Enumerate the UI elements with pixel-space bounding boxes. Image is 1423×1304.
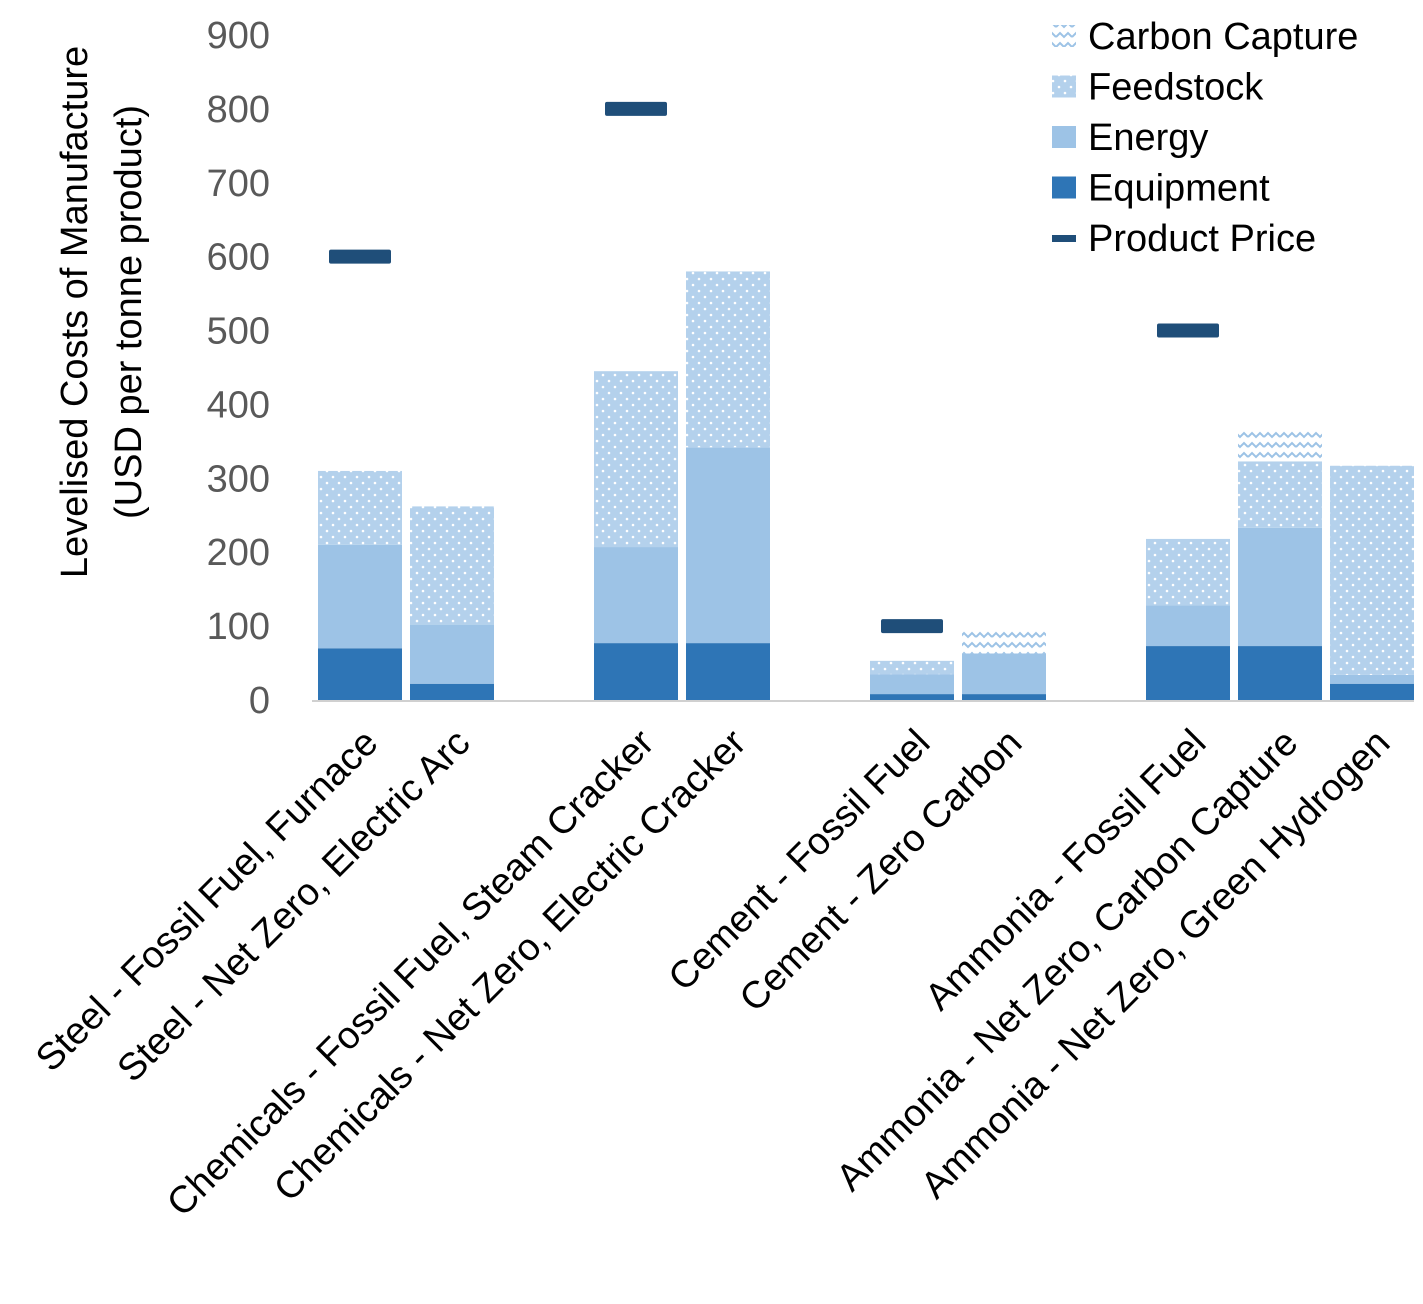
product-price-marker — [1157, 323, 1219, 338]
bar-segment-feedstock — [686, 271, 770, 448]
bar-segment-equipment — [410, 683, 494, 700]
y-axis-ticks: 0 100 200 300 400 500 600 700 800 900 — [207, 15, 270, 722]
bar-segment-equipment — [1330, 683, 1414, 700]
bar-segment-energy — [686, 447, 770, 644]
legend-swatch-energy — [1052, 126, 1076, 148]
legend-swatch-equipment — [1052, 176, 1076, 199]
bar-segment-feedstock — [1238, 461, 1322, 528]
legend-label: Energy — [1088, 117, 1208, 159]
legend: Carbon Capture Feedstock Energy Equipment Pr… — [1052, 16, 1358, 260]
bars — [318, 271, 1414, 700]
bar-segment-energy — [962, 653, 1046, 695]
legend-swatch-product-price — [1052, 235, 1076, 242]
y-tick-label: 800 — [207, 89, 270, 131]
y-tick-label: 100 — [207, 606, 270, 648]
y-tick-label: 600 — [207, 237, 270, 279]
bar-segment-energy — [594, 547, 678, 644]
product-price-markers — [329, 101, 1219, 634]
x-tick-label: Ammonia - Net Zero, Carbon Capture — [829, 722, 1307, 1200]
bar-segment-feedstock — [870, 660, 954, 675]
product-price-marker — [605, 101, 667, 116]
y-tick-label: 500 — [207, 311, 270, 353]
y-tick-label: 700 — [207, 163, 270, 205]
bar-segment-feedstock — [410, 506, 494, 625]
bar-segment-energy — [410, 624, 494, 684]
bar-segment-equipment — [686, 643, 770, 700]
bar-segment-energy — [870, 674, 954, 695]
bar-segment-energy — [1146, 605, 1230, 647]
bar-segment-equipment — [594, 643, 678, 700]
legend-label: Carbon Capture — [1088, 16, 1358, 58]
bar-segment-equipment — [1238, 646, 1322, 700]
bar-segment-equipment — [962, 694, 1046, 700]
bar-segment-carbon-capture — [1238, 430, 1322, 462]
bar-segment-feedstock — [1330, 465, 1414, 675]
legend-swatch-feedstock — [1052, 75, 1076, 98]
legend-label: Feedstock — [1088, 67, 1264, 109]
bar-segment-equipment — [1146, 646, 1230, 700]
y-tick-label: 0 — [249, 680, 270, 722]
bar-segment-feedstock — [318, 470, 402, 545]
legend-label: Equipment — [1088, 168, 1270, 210]
bar-segment-energy — [1238, 527, 1322, 647]
y-tick-label: 300 — [207, 458, 270, 500]
bar-segment-feedstock — [1146, 538, 1230, 606]
legend-label: Product Price — [1088, 218, 1316, 260]
y-axis-title-line1: Levelised Costs of Manufacture — [54, 46, 96, 578]
bar-segment-equipment — [870, 694, 954, 700]
bar-segment-carbon-capture — [962, 631, 1046, 654]
legend-swatch-carbon-capture — [1052, 25, 1076, 47]
bar-segment-equipment — [318, 648, 402, 700]
bar-segment-energy — [1330, 674, 1414, 684]
y-tick-label: 400 — [207, 384, 270, 426]
product-price-marker — [329, 249, 391, 264]
bar-segment-feedstock — [594, 371, 678, 548]
y-tick-label: 900 — [207, 15, 270, 57]
product-price-marker — [881, 619, 943, 634]
y-tick-label: 200 — [207, 532, 270, 574]
y-axis-title-line2: (USD per tonne product) — [108, 105, 150, 519]
bar-segment-energy — [318, 544, 402, 649]
